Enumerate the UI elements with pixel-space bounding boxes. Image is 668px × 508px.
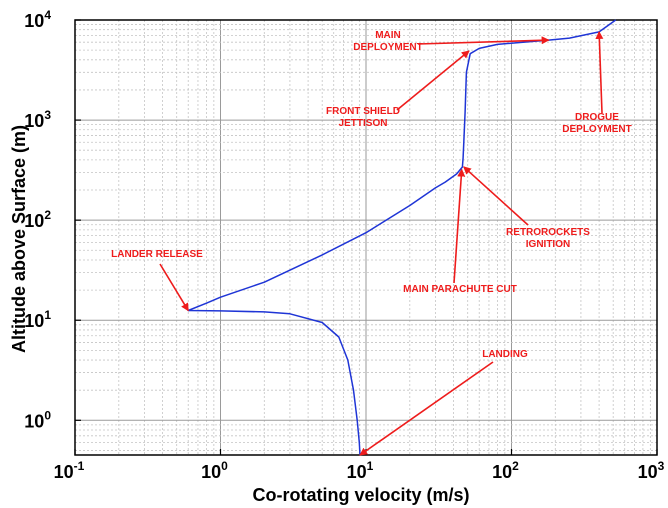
x-tick-label: 103 — [638, 459, 665, 482]
annotation-arrow — [159, 263, 189, 312]
annotation-label: DROGUE — [575, 112, 619, 123]
annotation-label: MAIN — [375, 30, 401, 41]
y-tick-label: 102 — [24, 208, 51, 231]
y-tick-label: 103 — [24, 108, 51, 131]
annotation-arrow — [417, 36, 550, 45]
x-axis-title: Co-rotating velocity (m/s) — [252, 485, 469, 505]
x-tick-label: 100 — [201, 459, 228, 482]
annotation-arrow — [453, 168, 466, 284]
x-tick-label: 10-1 — [54, 459, 85, 482]
annotation-arrow — [595, 30, 604, 114]
annotation-arrow — [359, 361, 494, 456]
y-tick-label: 101 — [24, 308, 51, 331]
annotation: MAIN PARACHUTE CUT — [403, 168, 517, 295]
x-axis-ticks: 10-1 100 101 102 103 — [54, 449, 665, 482]
grid-lines — [74, 20, 657, 455]
trajectory-line — [187, 19, 617, 456]
annotation-label: FRONT SHIELD — [326, 106, 400, 117]
annotation-label: RETROROCKETS — [506, 227, 590, 238]
annotation-arrow — [463, 166, 529, 226]
x-tick-label: 102 — [492, 459, 519, 482]
series-group — [187, 19, 617, 456]
y-tick-label: 104 — [24, 8, 51, 31]
annotation-arrow — [396, 50, 470, 111]
annotation-label: DEPLOYMENT — [562, 124, 631, 135]
annotation-label: LANDING — [482, 349, 528, 360]
annotation-label: MAIN PARACHUTE CUT — [403, 284, 517, 295]
x-tick-label: 101 — [347, 459, 374, 482]
annotation-label: LANDER RELEASE — [111, 249, 203, 260]
y-axis-ticks: 100 101 102 103 104 — [24, 8, 81, 431]
annotation-label: DEPLOYMENT — [353, 42, 422, 53]
annotation-label: IGNITION — [526, 239, 570, 250]
annotation: LANDER RELEASE — [111, 249, 203, 312]
y-tick-label: 100 — [24, 408, 51, 431]
y-axis-title: Altitude above Surface (m) — [9, 125, 29, 353]
annotation: LANDING — [359, 349, 528, 456]
annotation-label: JETTISON — [339, 118, 388, 129]
